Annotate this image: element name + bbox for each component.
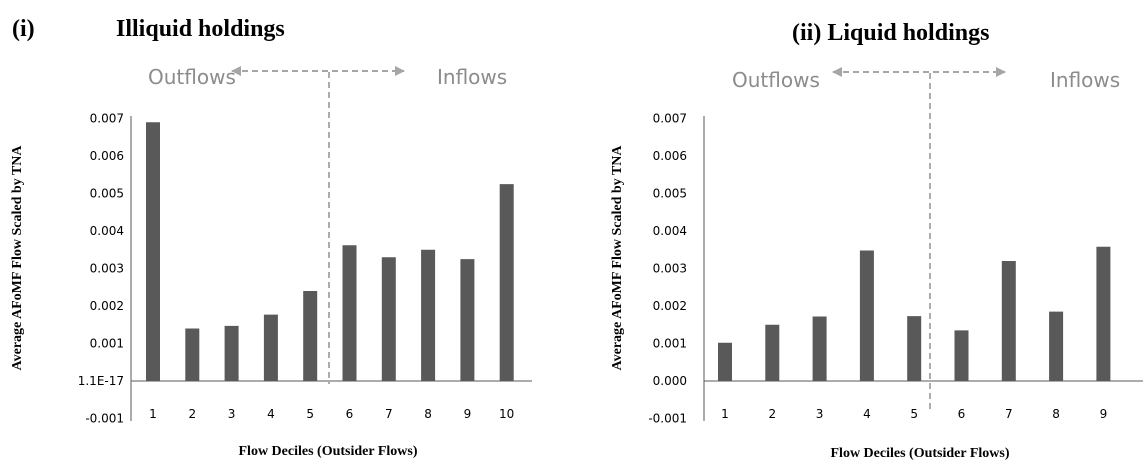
x-tick-label: 9 [464,407,472,421]
x-tick-label: 7 [1005,407,1013,421]
chart-i-y-tick-labels: -0.001 1.1E-17 0.001 0.002 0.003 0.004 0.005 0.… [78,112,124,426]
chart-i-inflows-label: Inflows [437,65,507,89]
y-tick-label: 0.001 [653,337,687,351]
y-tick-label: 0.005 [653,187,687,201]
y-tick-label: 0.004 [653,224,687,238]
x-tick-label: 1 [721,407,729,421]
bar-decile-9 [460,259,475,381]
x-tick-label: 8 [424,407,432,421]
chart-i-title: Illiquid holdings [116,16,285,42]
bar-decile-5 [303,291,318,381]
chart-ii-title: (ii) Liquid holdings [792,20,989,46]
chart-i-label: (i) [12,16,35,42]
bar-decile-2 [185,328,200,381]
x-tick-label: 5 [306,407,314,421]
x-tick-label: 4 [863,407,871,421]
bar-decile-1 [718,342,732,381]
x-tick-label: 9 [1100,407,1108,421]
bar-decile-9 [1096,246,1111,381]
bar-decile-6 [954,330,969,381]
bar-decile-7 [1001,261,1016,381]
y-tick-label: 0.005 [90,187,124,201]
x-tick-label: 8 [1052,407,1060,421]
y-tick-label: 0.002 [90,299,124,313]
y-tick-label: 0.007 [653,112,687,126]
bar-decile-7 [381,257,396,381]
x-tick-label: 3 [228,407,236,421]
bar-decile-2 [765,324,780,381]
chart-ii-bars [718,246,1111,381]
y-tick-label: 0.006 [653,149,687,163]
bar-decile-6 [342,245,357,381]
y-tick-label: 0.003 [653,262,687,276]
chart-i-outflows-label: Outflows [148,65,236,89]
x-tick-label: 2 [188,407,196,421]
bar-decile-4 [859,250,874,381]
chart-ii-xlabel: Flow Deciles (Outsider Flows) [831,446,1010,461]
x-tick-label: 6 [346,407,354,421]
y-tick-label: 0.006 [90,149,124,163]
bar-decile-1 [146,122,160,381]
bar-decile-3 [812,316,827,381]
chart-i-xlabel: Flow Deciles (Outsider Flows) [239,444,418,459]
chart-ii-y-tick-labels: -0.001 0.000 0.001 0.002 0.003 0.004 0.005 0.00… [648,112,687,426]
x-tick-label: 4 [267,407,275,421]
y-tick-label: -0.001 [648,412,687,426]
chart-liquid: (ii) Liquid holdings Outflows Inflows Av… [610,20,1143,461]
bar-decile-5 [907,316,922,381]
bar-decile-3 [224,325,239,381]
x-tick-label: 3 [816,407,824,421]
chart-ii-ylabel: Average AFoMF Flow Scaled by TNA [610,145,625,371]
x-tick-label: 10 [499,407,514,421]
x-tick-label: 1 [149,407,157,421]
x-tick-label: 2 [768,407,776,421]
y-tick-label: 0.001 [90,337,124,351]
y-tick-label: -0.001 [85,412,124,426]
x-tick-label: 5 [910,407,918,421]
bar-decile-10 [499,184,514,381]
y-tick-label: 1.1E-17 [78,374,124,388]
x-tick-label: 6 [958,407,966,421]
x-tick-label: 7 [385,407,393,421]
chart-ii-inflows-label: Inflows [1050,68,1120,92]
y-tick-label: 0.003 [90,262,124,276]
y-tick-label: 0.004 [90,224,124,238]
chart-ii-outflows-label: Outflows [732,68,820,92]
y-tick-label: 0.000 [653,374,687,388]
chart-i-x-tick-labels: 1 2 3 4 5 6 7 8 9 10 [149,407,514,421]
chart-i-bars [146,122,514,381]
chart-illiquid: (i) Illiquid holdings Outflows Inflows A… [10,16,532,459]
y-tick-label: 0.007 [90,112,124,126]
chart-i-ylabel: Average AFoMF Flow Scaled by TNA [10,145,25,371]
bar-decile-4 [263,314,278,381]
bar-decile-8 [1049,311,1064,381]
bar-decile-8 [421,249,436,381]
y-tick-label: 0.002 [653,299,687,313]
